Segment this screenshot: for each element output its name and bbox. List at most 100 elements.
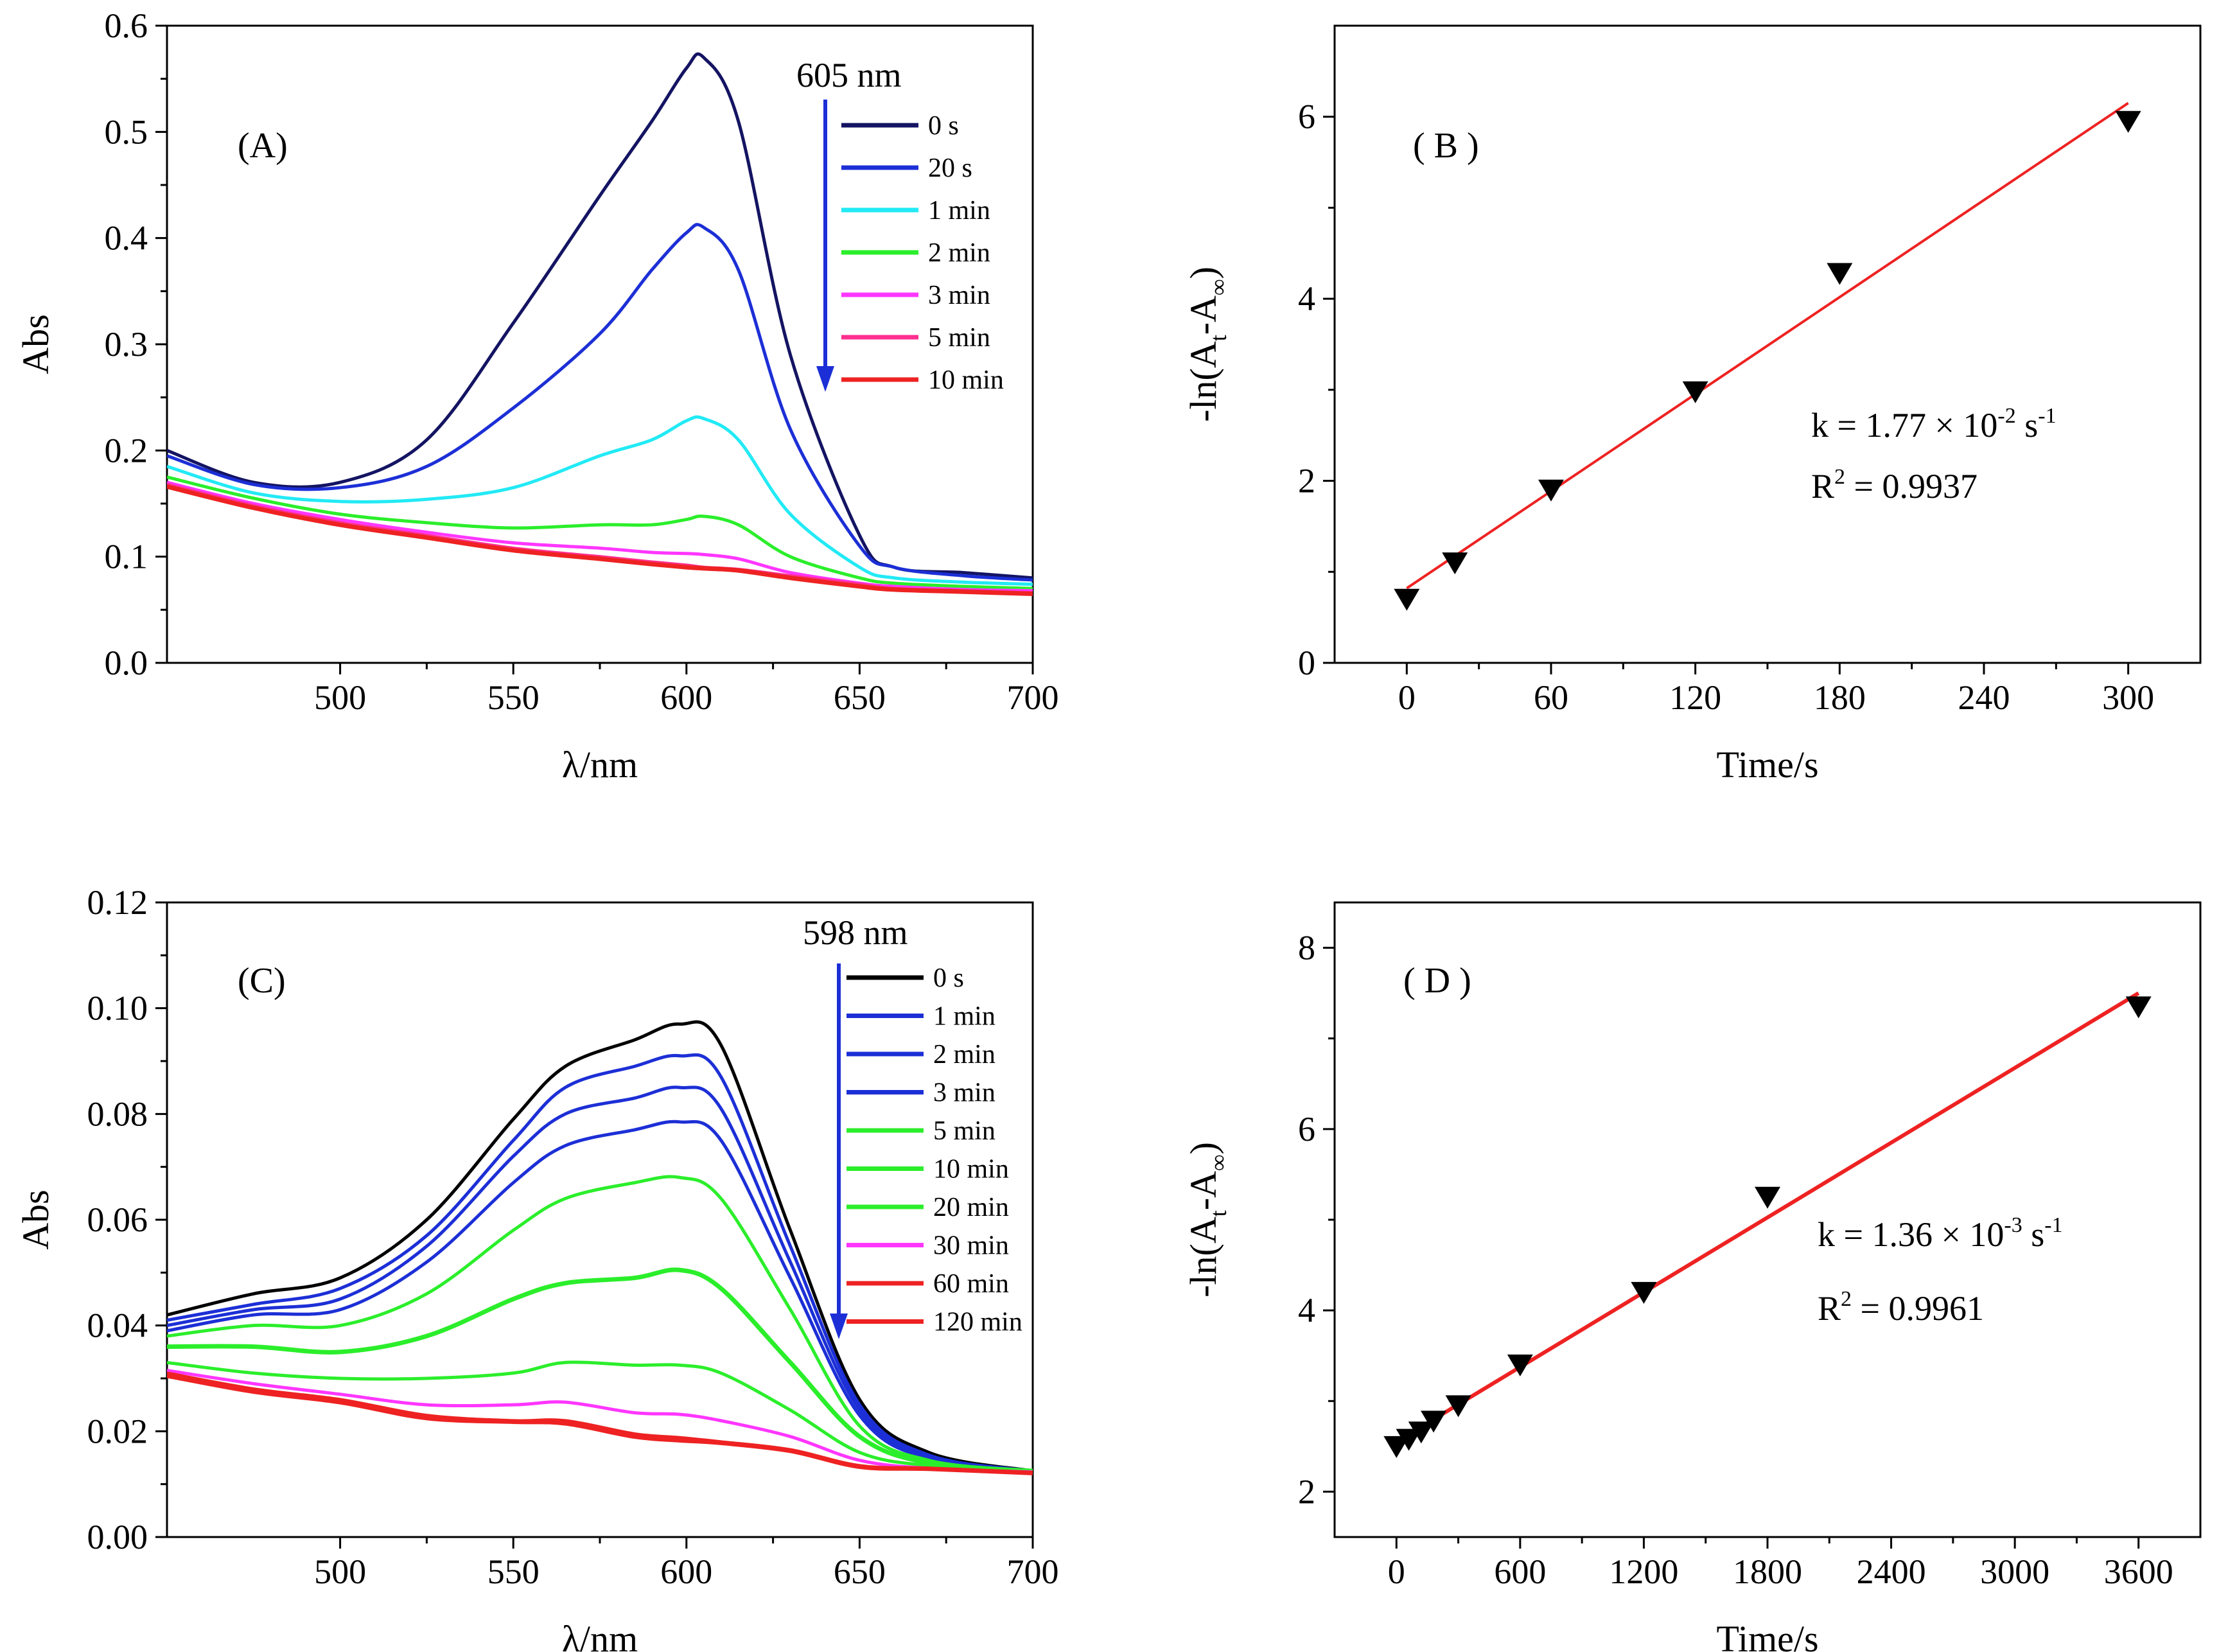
panel-label-B: ( B ) — [1413, 126, 1479, 166]
y-axis-label-part: -ln(A — [1182, 1217, 1224, 1297]
arrow-label-A: 605 nm — [796, 56, 902, 94]
y-axis-label-D: -ln(At-A∞) — [1182, 1142, 1231, 1297]
data-point-B-4 — [1827, 263, 1853, 285]
legend-label-A-2: 1 min — [928, 196, 990, 225]
series-line-A-4 — [167, 480, 1033, 593]
rate-unit: s — [2016, 406, 2039, 444]
data-point-D-0 — [1383, 1436, 1410, 1458]
panel-label-A: (A) — [238, 126, 288, 166]
y-axis-label-part: -ln(A — [1182, 341, 1224, 422]
series-line-C-6 — [167, 1360, 1033, 1473]
rate-unit-exp: -1 — [2044, 1213, 2062, 1237]
data-point-B-0 — [1394, 588, 1420, 611]
y-tick-label-B: 2 — [1298, 462, 1315, 500]
legend-label-A-1: 20 s — [928, 154, 972, 183]
rate-text: k = 1.36 × 10 — [1818, 1215, 2004, 1254]
y-tick-label-A: 0.2 — [105, 431, 148, 470]
data-point-D-1 — [1396, 1428, 1422, 1451]
y-axis-label-part: -A — [1182, 295, 1224, 335]
legend-label-C-3: 3 min — [933, 1078, 995, 1108]
y-tick-label-A: 0.6 — [105, 6, 148, 45]
rate-unit-exp: -1 — [2038, 404, 2056, 428]
y-tick-label-C: 0.02 — [87, 1412, 148, 1450]
x-tick-label-A: 700 — [1007, 678, 1059, 717]
y-tick-label-B: 6 — [1298, 98, 1315, 136]
r-squared-label-D: R2 = 0.9961 — [1818, 1287, 1984, 1328]
y-axis-label-B: -ln(At-A∞) — [1182, 267, 1231, 422]
y-tick-label-A: 0.1 — [105, 538, 148, 576]
data-point-D-3 — [1421, 1410, 1447, 1433]
rate-unit: s — [2022, 1215, 2045, 1254]
x-tick-label-C: 500 — [314, 1552, 366, 1591]
rate-constant-label-B: k = 1.77 × 10-2 s-1 — [1811, 404, 2057, 444]
series-line-C-9 — [167, 1373, 1033, 1475]
rate-exp: -2 — [1997, 404, 2015, 428]
series-line-A-3 — [167, 475, 1033, 590]
r2-exp: 2 — [1834, 465, 1845, 489]
y-tick-label-A: 0.4 — [105, 219, 148, 258]
r-squared-label-B: R2 = 0.9937 — [1811, 465, 1978, 505]
series-line-C-4 — [167, 1175, 1033, 1473]
data-point-D-4 — [1445, 1395, 1471, 1418]
series-line-A-0 — [167, 52, 1033, 580]
legend-label-A-5: 5 min — [928, 323, 990, 353]
x-tick-label-D: 0 — [1388, 1552, 1405, 1591]
legend-label-A-6: 10 min — [928, 365, 1004, 395]
x-tick-label-B: 60 — [1534, 678, 1568, 717]
data-point-B-3 — [1682, 381, 1708, 403]
y-tick-label-A: 0.0 — [105, 644, 148, 682]
x-tick-label-D: 3000 — [1980, 1552, 2049, 1591]
x-axis-label-A: λ/nm — [562, 744, 638, 786]
plot-frame-A — [166, 24, 1034, 664]
panel-B: 0 60 120 180 240 300 0 2 4 6 Time/s -ln(At-A∞) ( B )… — [1182, 24, 2202, 786]
x-tick-label-D: 2400 — [1857, 1552, 1926, 1591]
y-tick-label-C: 0.10 — [87, 989, 148, 1028]
y-axis-label-part: -A — [1182, 1171, 1224, 1210]
series-line-C-0 — [167, 1020, 1033, 1473]
data-point-B-5 — [2115, 110, 2141, 133]
r2-value: = 0.9961 — [1852, 1289, 1984, 1328]
y-tick-label-D: 4 — [1298, 1291, 1315, 1330]
legend-label-A-3: 2 min — [928, 238, 990, 268]
x-tick-label-D: 1800 — [1733, 1552, 1802, 1591]
x-tick-label-A: 600 — [660, 678, 712, 717]
y-axis-label-part: ∞ — [1206, 1154, 1231, 1171]
data-point-B-1 — [1442, 552, 1468, 575]
y-tick-label-A: 0.5 — [105, 112, 148, 151]
y-axis-label-part: t — [1206, 1210, 1231, 1217]
r2-value: = 0.9937 — [1845, 467, 1978, 505]
legend-label-C-4: 5 min — [933, 1116, 995, 1146]
x-tick-label-C: 550 — [487, 1552, 539, 1591]
arrow-label-C: 598 nm — [803, 913, 908, 952]
x-tick-label-B: 180 — [1814, 678, 1866, 717]
panel-A: 500 550 600 650 700 0.0 0.1 0.2 0.3 0.4 0.5 0.6 λ/nm… — [15, 6, 1059, 786]
r2-exp: 2 — [1841, 1287, 1852, 1311]
y-tick-label-C: 0.04 — [87, 1306, 148, 1345]
legend-label-C-8: 60 min — [933, 1269, 1009, 1299]
y-tick-label-A: 0.3 — [105, 325, 148, 364]
rate-text: k = 1.77 × 10 — [1811, 406, 1997, 444]
legend-label-C-0: 0 s — [933, 963, 964, 993]
legend-label-C-1: 1 min — [933, 1002, 995, 1032]
trend-arrow-head-A — [816, 366, 834, 392]
series-line-A-6 — [167, 484, 1033, 597]
x-tick-label-B: 120 — [1669, 678, 1721, 717]
r2-text: R — [1811, 467, 1834, 505]
x-tick-label-C: 600 — [660, 1552, 712, 1591]
y-tick-label-D: 6 — [1298, 1110, 1315, 1148]
panel-D: 0 600 1200 1800 2400 3000 3600 2 4 6 8 Time/s -ln(At… — [1182, 901, 2202, 1652]
panel-label-C: (C) — [238, 961, 286, 1001]
y-tick-label-C: 0.06 — [87, 1200, 148, 1239]
y-axis-label-part: ) — [1182, 1142, 1224, 1154]
series-line-C-1 — [167, 1053, 1033, 1473]
y-tick-label-C: 0.08 — [87, 1094, 148, 1133]
y-tick-label-C: 0.00 — [87, 1518, 148, 1556]
series-group-C — [167, 1020, 1033, 1475]
data-point-D-2 — [1408, 1421, 1434, 1444]
x-tick-label-D: 1200 — [1609, 1552, 1678, 1591]
legend-label-C-6: 20 min — [933, 1193, 1009, 1222]
data-point-D-5 — [1507, 1354, 1533, 1376]
x-tick-label-D: 600 — [1494, 1552, 1546, 1591]
legend-label-A-4: 3 min — [928, 281, 990, 310]
series-line-C-3 — [167, 1120, 1033, 1473]
